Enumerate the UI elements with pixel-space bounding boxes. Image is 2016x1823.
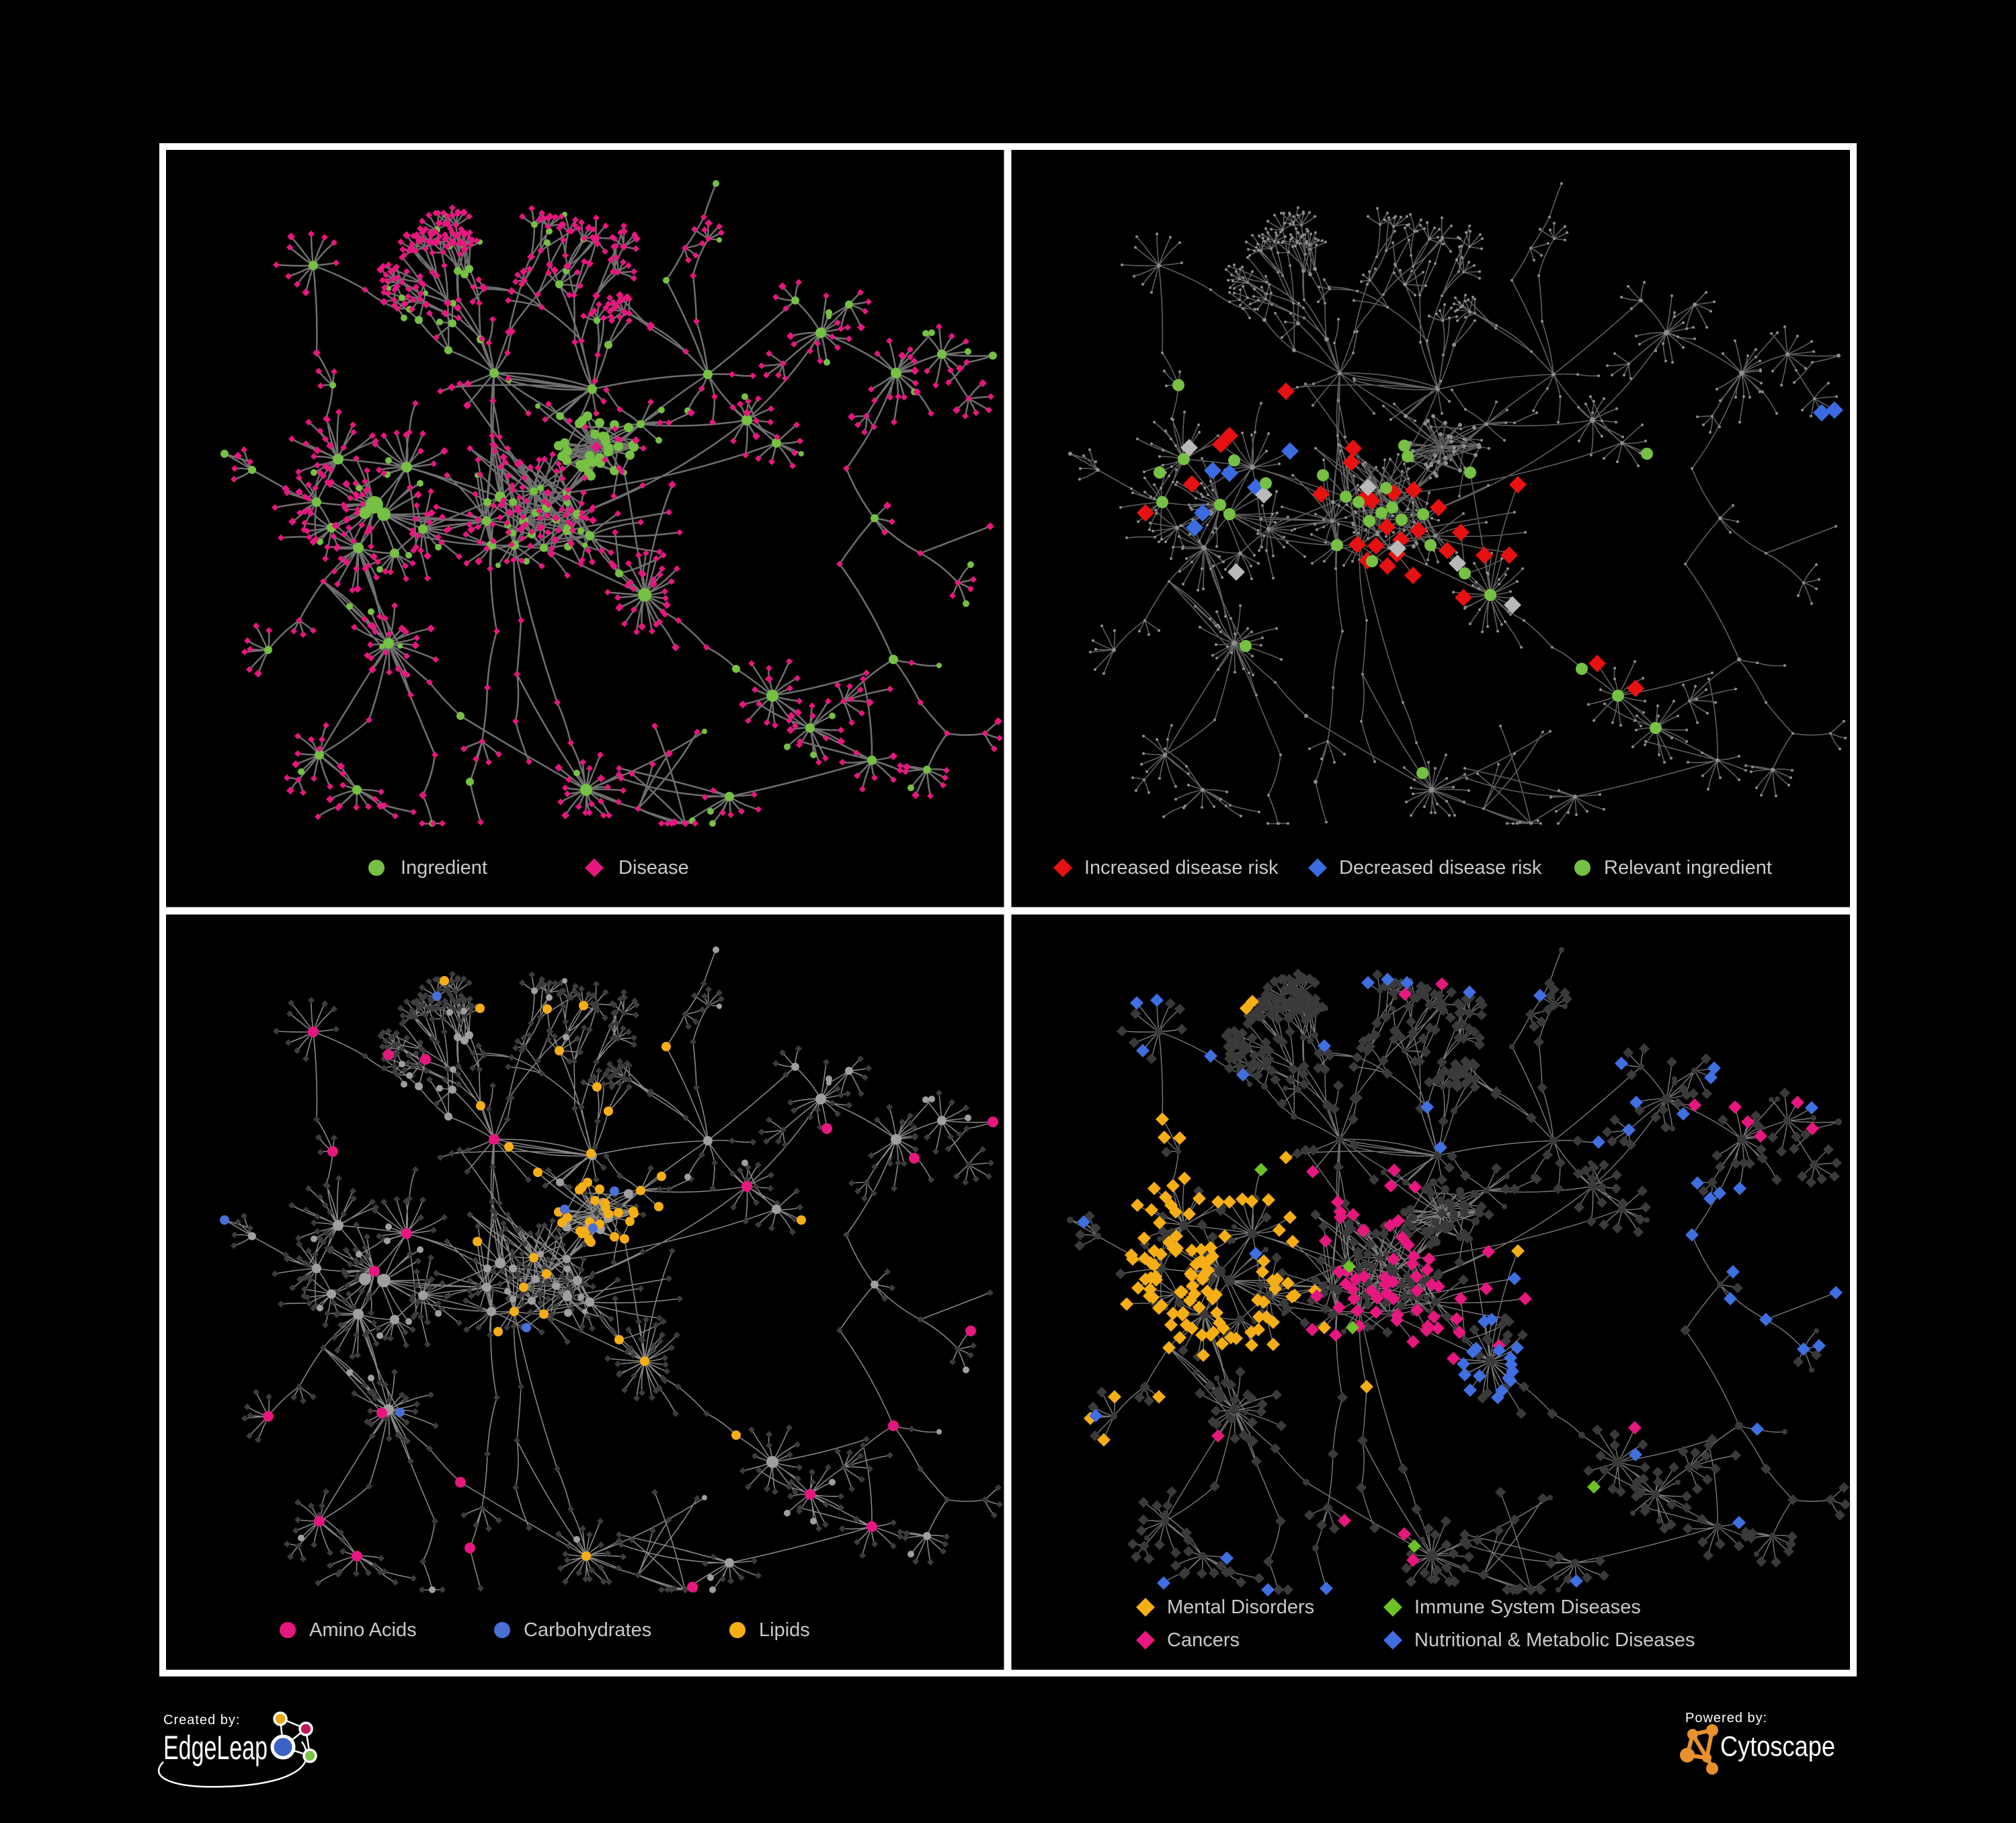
svg-text:Amino Acids: Amino Acids — [309, 1619, 417, 1641]
svg-text:Ingredient: Ingredient — [401, 857, 487, 879]
svg-text:EdgeLeap: EdgeLeap — [163, 1729, 268, 1767]
svg-text:Relevant ingredient: Relevant ingredient — [1604, 857, 1772, 879]
svg-text:Powered by:: Powered by: — [1685, 1711, 1767, 1726]
svg-text:Decreased disease risk: Decreased disease risk — [1339, 857, 1542, 879]
svg-text:Lipids: Lipids — [759, 1619, 810, 1641]
svg-text:Mental Disorders: Mental Disorders — [1167, 1596, 1314, 1618]
svg-text:Disease: Disease — [618, 857, 689, 879]
svg-text:Nutritional & Metabolic Diseas: Nutritional & Metabolic Diseases — [1414, 1629, 1695, 1651]
svg-text:Cytoscape: Cytoscape — [1720, 1730, 1835, 1762]
svg-text:Carbohydrates: Carbohydrates — [524, 1619, 651, 1641]
svg-text:Created by:: Created by: — [163, 1713, 240, 1728]
svg-text:Immune System Diseases: Immune System Diseases — [1414, 1596, 1641, 1618]
svg-text:Cancers: Cancers — [1167, 1629, 1240, 1651]
svg-text:Increased disease risk: Increased disease risk — [1084, 857, 1279, 879]
